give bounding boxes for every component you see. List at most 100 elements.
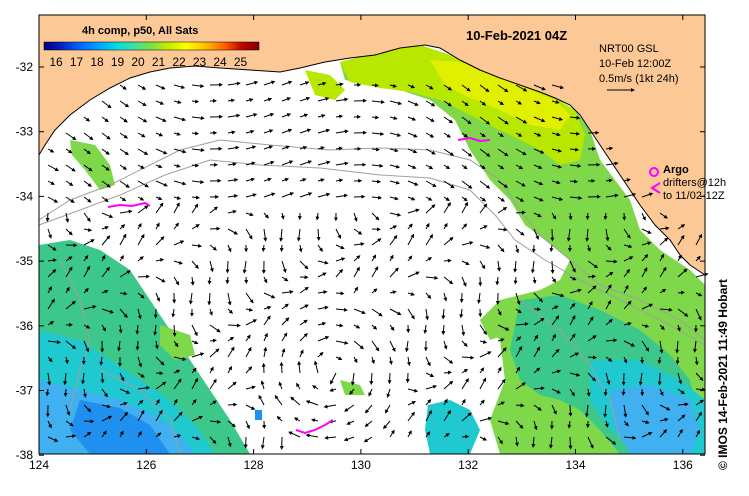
current-vector xyxy=(137,196,145,201)
current-vector xyxy=(191,116,205,121)
current-vector xyxy=(353,255,361,262)
current-vector xyxy=(245,292,254,304)
current-vector xyxy=(587,316,594,326)
current-vector xyxy=(443,236,454,246)
longitude-tick-labels: 124 126 128 130 132 134 136 xyxy=(29,15,693,472)
current-vector xyxy=(260,436,265,450)
current-vector xyxy=(83,239,95,246)
current-vector xyxy=(290,396,301,406)
current-vector xyxy=(443,201,451,214)
current-vector xyxy=(569,163,582,168)
current-vector xyxy=(155,164,163,169)
current-vector xyxy=(313,360,319,374)
current-vector xyxy=(568,212,573,221)
current-vector xyxy=(173,148,187,154)
current-vector xyxy=(389,429,395,438)
current-vector xyxy=(101,180,111,188)
current-vector xyxy=(335,228,341,239)
current-vector xyxy=(371,163,384,168)
current-vector xyxy=(101,404,111,409)
current-vector xyxy=(569,302,576,310)
current-vector xyxy=(137,356,143,368)
current-vector xyxy=(101,254,106,262)
current-vector xyxy=(533,404,542,411)
current-vector xyxy=(227,402,238,407)
current-vector xyxy=(227,292,232,306)
current-vector xyxy=(173,411,183,422)
current-vector xyxy=(173,116,187,122)
current-vector xyxy=(227,336,235,342)
current-vector xyxy=(605,318,613,326)
current-vector xyxy=(569,372,581,377)
drifters-line2: to 11/02-12Z xyxy=(663,190,725,202)
current-vector xyxy=(425,308,430,321)
current-vector xyxy=(659,266,667,278)
current-vector xyxy=(101,196,109,202)
current-vector xyxy=(479,377,487,390)
current-vector xyxy=(497,338,505,343)
current-vector xyxy=(533,100,541,105)
current-vector xyxy=(533,132,542,137)
current-vector xyxy=(388,356,393,365)
current-vector xyxy=(155,148,168,155)
lon-tick-label: 128 xyxy=(244,458,264,472)
current-vector xyxy=(443,164,451,170)
current-vector xyxy=(281,145,290,150)
current-vector xyxy=(317,178,325,183)
current-vector xyxy=(119,132,129,139)
current-vector xyxy=(461,84,471,92)
current-vector xyxy=(461,180,473,189)
current-vector xyxy=(515,164,524,170)
current-vector xyxy=(101,266,110,278)
current-vector xyxy=(605,193,619,198)
model-name: NRT00 GSL xyxy=(599,43,659,55)
current-vector xyxy=(605,244,612,251)
map-frame xyxy=(38,14,706,455)
current-vector xyxy=(296,228,301,242)
current-vector xyxy=(119,411,129,422)
argo-tracks xyxy=(107,136,491,435)
current-vector xyxy=(281,317,290,326)
current-vector xyxy=(407,223,413,230)
current-vector xyxy=(371,356,375,365)
current-vector xyxy=(383,420,391,430)
current-vector xyxy=(695,272,709,278)
current-vector xyxy=(641,212,646,221)
current-vector xyxy=(137,385,151,390)
current-vector xyxy=(317,321,327,326)
current-vector xyxy=(65,164,76,172)
current-vector xyxy=(567,420,572,429)
current-vector xyxy=(137,116,148,123)
current-vector xyxy=(443,380,454,390)
current-vector xyxy=(443,180,455,189)
current-vector xyxy=(551,292,565,298)
current-vector xyxy=(407,180,419,186)
current-vector xyxy=(587,274,596,279)
current-vector xyxy=(551,148,562,153)
current-vector xyxy=(533,367,541,374)
current-vector xyxy=(533,334,539,342)
current-vector xyxy=(47,148,55,153)
current-vector xyxy=(65,434,77,439)
current-vector xyxy=(209,378,217,390)
lat-tick-label: -34 xyxy=(16,189,34,203)
current-vector xyxy=(479,196,487,202)
current-vector xyxy=(242,260,247,274)
current-vector xyxy=(47,298,55,310)
model-scale: 0.5m/s (1kt 24h) xyxy=(599,73,678,85)
current-vector xyxy=(623,178,631,183)
current-vector xyxy=(497,420,510,426)
current-vector xyxy=(533,292,543,303)
current-vector xyxy=(389,254,394,262)
current-vector xyxy=(155,202,164,214)
current-vector xyxy=(389,116,398,120)
current-vector xyxy=(569,388,575,397)
current-vector xyxy=(65,404,71,416)
current-vector xyxy=(101,212,114,218)
current-vector xyxy=(343,436,355,442)
current-vector xyxy=(533,317,545,326)
current-vector xyxy=(45,388,50,397)
current-vector xyxy=(263,292,276,299)
current-vector xyxy=(533,84,546,91)
current-vector xyxy=(641,241,652,246)
